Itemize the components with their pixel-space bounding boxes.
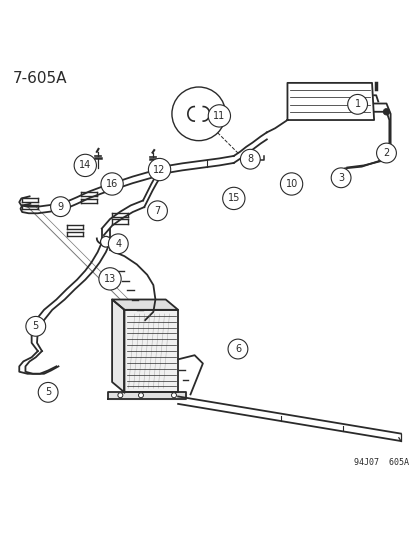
Text: 16: 16 [106,179,118,189]
Circle shape [208,105,230,127]
Text: 8: 8 [247,154,253,164]
Circle shape [74,154,96,176]
Circle shape [240,149,260,169]
Text: 6: 6 [234,344,240,354]
Circle shape [147,201,167,221]
Text: 3: 3 [337,173,343,183]
Text: 15: 15 [227,193,240,204]
Circle shape [99,268,121,290]
Polygon shape [112,300,124,392]
Polygon shape [112,300,178,310]
Text: 94J07  605A: 94J07 605A [354,458,408,466]
Text: 12: 12 [153,165,165,174]
Text: 9: 9 [57,201,64,212]
Circle shape [347,94,367,114]
Circle shape [376,143,395,163]
Circle shape [330,168,350,188]
Text: 11: 11 [213,111,225,121]
Polygon shape [108,392,186,399]
Text: 14: 14 [79,160,91,171]
Circle shape [171,393,176,398]
Circle shape [280,173,302,195]
Circle shape [118,393,123,398]
Text: 5: 5 [45,387,51,397]
Circle shape [110,182,118,190]
Circle shape [148,158,170,181]
Circle shape [228,339,247,359]
Polygon shape [124,310,178,392]
Circle shape [382,109,389,115]
Text: 7-605A: 7-605A [13,70,67,85]
Circle shape [108,234,128,254]
Circle shape [101,173,123,195]
Text: 1: 1 [354,99,360,109]
Circle shape [138,393,143,398]
Circle shape [100,236,111,247]
Circle shape [26,317,45,336]
Text: 13: 13 [104,274,116,284]
Circle shape [50,197,70,216]
Text: 4: 4 [115,239,121,249]
Text: 2: 2 [382,148,389,158]
Circle shape [38,383,58,402]
Text: 5: 5 [33,321,39,332]
Circle shape [222,187,244,209]
Text: 10: 10 [285,179,297,189]
Circle shape [171,87,225,141]
Text: 7: 7 [154,206,160,216]
